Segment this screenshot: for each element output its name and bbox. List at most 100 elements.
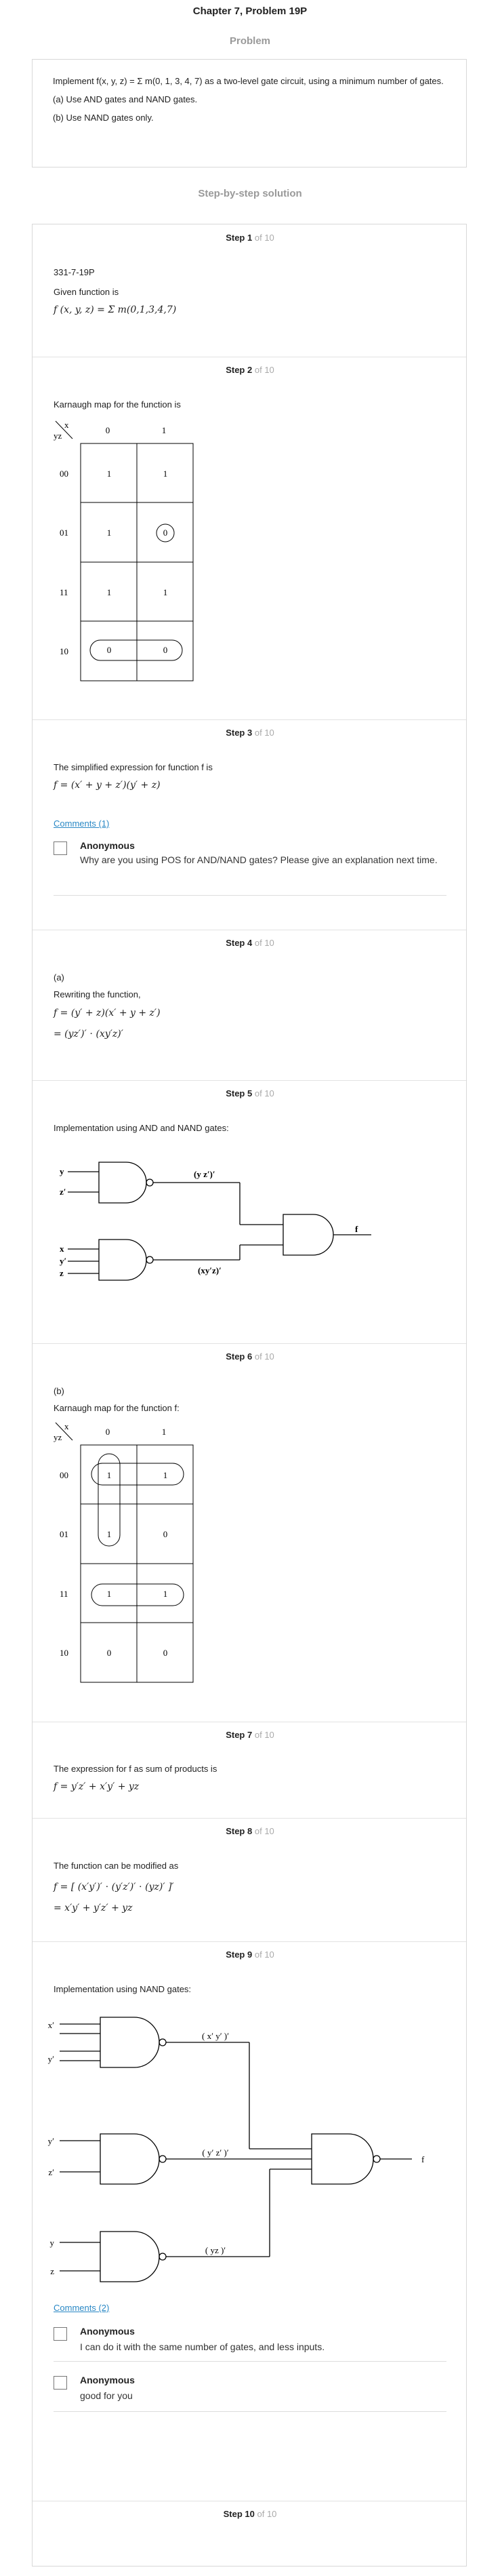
kmap-row-01: 01	[60, 528, 68, 538]
comment-author: Anonymous	[80, 840, 135, 851]
step-4-text: Rewriting the function,	[54, 989, 141, 999]
kmap-row-10: 10	[60, 646, 68, 656]
step-7-text: The expression for f as sum of products …	[54, 1764, 217, 1774]
step-number: 10	[245, 2509, 255, 2519]
gate-2-output-label: (xy′z)′	[198, 1265, 222, 1275]
step-of: of 10	[254, 233, 274, 243]
input-y: y	[50, 2238, 55, 2248]
comment-divider	[54, 2361, 446, 2362]
gate-1-output-label: (y z′)′	[194, 1169, 215, 1179]
input-z-prime: z′	[60, 1187, 66, 1197]
step-1-header: Step 1 of 10	[33, 233, 467, 243]
kmap-cell: 1	[163, 1589, 168, 1599]
step-4-expression-2: = (yz′)′ ⋅ (xy′z)′	[54, 1029, 123, 1039]
problem-heading: Problem	[229, 35, 270, 47]
input-y-prime: y′	[48, 2054, 55, 2064]
problem-part-b: (b) Use NAND gates only.	[53, 113, 154, 123]
kmap-cell: 1	[163, 1470, 168, 1480]
kmap-cell: 1	[107, 587, 112, 597]
gate-1-output-label: ( x′ y′ )′	[202, 2031, 229, 2041]
step-of: of 10	[254, 728, 274, 738]
step-4-header: Step 4 of 10	[33, 938, 467, 948]
comments-link[interactable]: Comments (2)	[54, 2303, 110, 2313]
divider	[33, 1080, 466, 1081]
kmap-col-var: x	[64, 420, 69, 430]
input-x: x	[60, 1244, 64, 1254]
circuit-output: f	[421, 2154, 425, 2164]
karnaugh-map-2: x yz 0 1 00 01 11 10 1 1 1 0 1 1 0 0	[54, 1421, 194, 1683]
solution-heading: Step-by-step solution	[198, 188, 302, 199]
step-of: of 10	[254, 1949, 274, 1960]
step-3-header: Step 3 of 10	[33, 728, 467, 738]
step-6-header: Step 6 of 10	[33, 1351, 467, 1362]
input-x-prime: x′	[48, 2020, 55, 2030]
step-2-text: Karnaugh map for the function is	[54, 399, 181, 410]
comment-author: Anonymous	[80, 2326, 135, 2337]
comments-link[interactable]: Comments (1)	[54, 818, 110, 829]
step-word: Step	[226, 728, 245, 738]
karnaugh-map-1: x yz 0 1 00 01 11 10 1 1 1 0 1 1 0 0	[54, 420, 194, 681]
kmap-cell: 1	[107, 469, 112, 479]
kmap-cell: 1	[107, 1529, 112, 1539]
step-6-label: (b)	[54, 1386, 64, 1396]
kmap-cell: 1	[107, 1589, 112, 1599]
step-word: Step	[226, 1949, 245, 1960]
comment-checkbox[interactable]	[54, 2327, 67, 2341]
comment-text: Why are you using POS for AND/NAND gates…	[80, 854, 438, 865]
kmap-col-1: 1	[162, 1427, 167, 1437]
step-7-expression: f = y′z′ + x′y′ + yz	[54, 1781, 140, 1792]
nand-circuit: x′ y′ y′ z′ y z ( x′ y′ )′ ( y′ z′ )′ ( …	[48, 2017, 425, 2282]
circuit-output: f	[355, 1224, 358, 1234]
step-number: 3	[247, 728, 253, 738]
kmap-col-0: 0	[106, 425, 110, 435]
step-word: Step	[226, 1826, 245, 1836]
step-8-text: The function can be modified as	[54, 1861, 179, 1871]
step-word: Step	[226, 233, 245, 243]
gate-3-output-label: ( yz )′	[205, 2245, 226, 2255]
input-y-prime: y′	[48, 2136, 55, 2146]
step-of: of 10	[254, 1826, 274, 1836]
comment-checkbox[interactable]	[54, 2376, 67, 2390]
step-9-text: Implementation using NAND gates:	[54, 1984, 192, 1994]
step-number: 5	[247, 1088, 253, 1098]
kmap-cell: 1	[163, 587, 168, 597]
step-9-header: Step 9 of 10	[33, 1949, 467, 1960]
input-z: z	[50, 2266, 54, 2276]
comment-text: good for you	[80, 2390, 133, 2401]
step-3-expression: f = (x′ + y + z′)(y′ + z)	[54, 780, 161, 791]
divider	[33, 1343, 466, 1344]
step-of: of 10	[254, 1088, 274, 1098]
step-10-header: Step 10 of 10	[33, 2509, 467, 2519]
kmap-row-var: yz	[54, 1432, 62, 1442]
gate-2-output-label: ( y′ z′ )′	[202, 2147, 228, 2158]
comment-text: I can do it with the same number of gate…	[80, 2341, 325, 2352]
kmap-cell: 0	[163, 1529, 168, 1539]
step-1-code: 331-7-19P	[54, 267, 95, 277]
step-8-expression-2: = x′y′ + y′z′ + yz	[54, 1903, 133, 1914]
step-word: Step	[226, 1088, 245, 1098]
kmap-row-var: yz	[54, 431, 62, 441]
solution-box: Step 1 of 10 331-7-19P Given function is…	[32, 224, 467, 2567]
step-word: Step	[226, 938, 245, 948]
divider	[33, 1818, 466, 1819]
step-3-text: The simplified expression for function f…	[54, 762, 213, 772]
step-number: 2	[247, 365, 253, 375]
input-y-prime: y′	[60, 1256, 66, 1266]
divider	[33, 1941, 466, 1942]
step-4-expression-1: f = (y′ + z)(x′ + y + z′)	[54, 1008, 161, 1018]
comment-divider	[54, 2411, 446, 2412]
step-7-header: Step 7 of 10	[33, 1730, 467, 1740]
input-z-prime: z′	[48, 2167, 54, 2177]
step-5-text: Implementation using AND and NAND gates:	[54, 1123, 229, 1133]
kmap-row-00: 00	[60, 469, 68, 479]
kmap-cell: 1	[107, 528, 112, 538]
kmap-cell: 1	[107, 1470, 112, 1480]
comment-checkbox[interactable]	[54, 841, 67, 855]
step-number: 4	[247, 938, 253, 948]
step-number: 9	[247, 1949, 253, 1960]
and-nand-circuit: y z′ x y′ z (y z′)′ (xy′z)′ f	[60, 1162, 371, 1281]
input-z: z	[60, 1268, 64, 1278]
step-of: of 10	[254, 1351, 274, 1362]
kmap-row-00: 00	[60, 1470, 68, 1480]
